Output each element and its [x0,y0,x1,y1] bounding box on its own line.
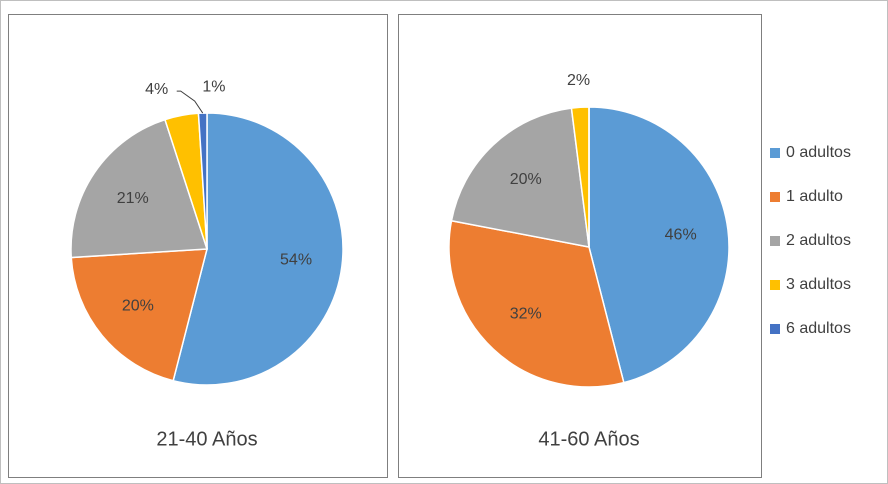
legend-swatch [770,236,780,246]
data-label: 54% [280,251,312,268]
data-label: 2% [567,72,590,89]
legend-label: 1 adulto [786,188,843,205]
legend-label: 3 adultos [786,276,851,293]
data-label: 1% [202,78,225,95]
data-label: 21% [117,190,149,207]
pie-slice [70,118,209,259]
legend-label: 0 adultos [786,144,851,161]
pie-slice [448,219,625,388]
data-label: 4% [145,81,168,98]
data-label: 46% [665,227,697,244]
legend-swatch [770,324,780,334]
legend-label: 2 adultos [786,232,851,249]
data-label: 20% [122,297,154,314]
pie-slice [70,248,208,382]
data-label: 32% [510,306,542,323]
chart-title: 41-60 Años [538,428,639,450]
leader-line [176,90,204,114]
data-label: 20% [510,171,542,188]
legend-swatch [770,192,780,202]
pie-slice [588,106,730,384]
legend-label: 6 adultos [786,320,851,337]
pie-slice [450,107,590,248]
chart-title: 21-40 Años [156,428,257,450]
legend-swatch [770,280,780,290]
legend-swatch [770,148,780,158]
pie-slice [172,112,344,386]
